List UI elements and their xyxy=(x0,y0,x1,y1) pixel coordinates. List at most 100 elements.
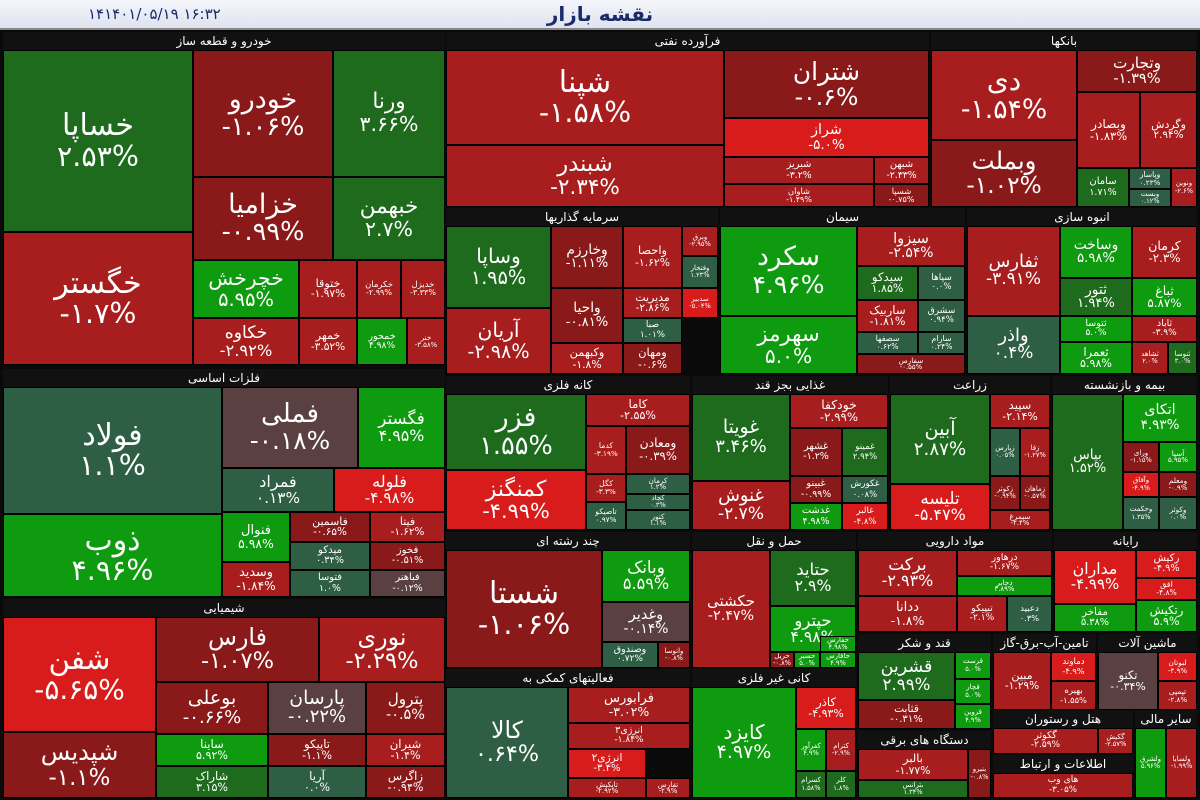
stock-tile[interactable]: خکاوه -۲.۹۲% xyxy=(193,318,299,365)
stock-tile[interactable]: پارسان -۰.۲۲% xyxy=(268,682,366,734)
stock-tile[interactable]: سپید -۲.۱۴% xyxy=(990,394,1050,428)
stock-tile[interactable]: حسیر ۵.۰% xyxy=(794,652,820,668)
stock-tile[interactable]: وغدیر -۰.۱۴% xyxy=(602,602,690,642)
stock-tile[interactable]: زپارس ۰.۰۵% xyxy=(990,428,1020,476)
stock-tile[interactable]: بوعلی -۰.۶۶% xyxy=(156,682,268,734)
stock-tile[interactable]: تاصیکو ۰.۹۷% xyxy=(586,502,626,530)
stock-tile[interactable]: کاما -۲.۵۵% xyxy=(586,394,690,426)
stock-tile[interactable]: شپدیس -۱.۱% xyxy=(3,732,156,798)
stock-tile[interactable]: ورنا ۳.۶۶% xyxy=(333,50,445,177)
stock-tile[interactable]: سامان ۱.۷۱% xyxy=(1077,168,1129,207)
stock-tile[interactable]: پترول -۰.۵% xyxy=(366,682,445,734)
stock-tile[interactable]: سیدکو ۱.۸۵% xyxy=(857,266,918,300)
stock-tile[interactable]: کلر ۱.۸% xyxy=(826,771,856,798)
stock-tile[interactable]: ومهان -۰.۶% xyxy=(623,343,682,374)
stock-tile[interactable]: انرژی۳ -۱.۸۴% xyxy=(568,723,690,749)
stock-tile[interactable]: فمراد ۰.۱۳% xyxy=(222,468,334,512)
stock-tile[interactable]: میدکو ۰.۳۴% xyxy=(290,542,370,570)
stock-tile[interactable]: ددانا -۱.۸% xyxy=(858,596,957,632)
stock-tile[interactable]: تفارس -۲.۹% xyxy=(646,778,690,798)
stock-tile[interactable]: زاگرس -۰.۹۴% xyxy=(366,766,445,798)
stock-tile[interactable]: بپاس ۱.۵۲% xyxy=(1052,394,1123,530)
stock-tile[interactable]: خودرو -۱.۰۶% xyxy=(193,50,333,177)
stock-tile[interactable]: شپنا -۱.۵۸% xyxy=(446,50,724,145)
stock-tile[interactable]: فلوله -۴.۹۸% xyxy=(334,468,445,512)
stock-tile[interactable]: دماوند -۴.۹% xyxy=(1051,652,1096,681)
stock-tile[interactable]: سفارس -۰.۵۵% xyxy=(857,354,965,374)
stock-tile[interactable]: شبهن -۲.۳۳% xyxy=(874,157,929,184)
stock-tile[interactable]: لبوتان -۴.۹% xyxy=(1158,652,1197,681)
stock-tile[interactable]: قرست ۵.۰% xyxy=(955,652,991,679)
stock-tile[interactable]: فولاد ۱.۱% xyxy=(3,387,222,514)
stock-tile[interactable]: ولسایا -۱.۹۹% xyxy=(1166,728,1197,798)
stock-tile[interactable]: ومعادن -۰.۳۹% xyxy=(626,426,690,474)
stock-tile[interactable]: مداران -۴.۹۹% xyxy=(1054,550,1136,604)
stock-tile[interactable]: وبانک ۵.۵۹% xyxy=(602,550,690,602)
stock-tile[interactable]: شفن -۵.۶۵% xyxy=(3,617,156,732)
stock-tile[interactable]: ذوب ۴.۹۶% xyxy=(3,514,222,597)
stock-tile[interactable]: خمحور ۴.۹۸% xyxy=(357,318,407,365)
stock-tile[interactable]: ومعلم -۰.۹% xyxy=(1159,472,1197,497)
stock-tile[interactable]: تاپیکو -۱.۱% xyxy=(268,734,366,766)
stock-tile[interactable]: تلیسه -۵.۴۷% xyxy=(890,484,990,530)
stock-tile[interactable]: کمنگنز -۴.۹۹% xyxy=(446,470,586,530)
stock-tile[interactable]: سهرمز ۵.۰% xyxy=(720,316,857,374)
stock-tile[interactable]: وصندوق ۰.۷۲% xyxy=(602,642,658,668)
stock-tile[interactable]: سیزوا -۲.۵۴% xyxy=(857,226,965,266)
stock-tile[interactable]: حفارس ۴.۹۸% xyxy=(820,636,856,652)
stock-tile[interactable]: ثشاهد ۲.۰% xyxy=(1132,342,1168,374)
stock-tile[interactable]: بترانس ۱.۳۴% xyxy=(858,780,968,798)
stock-tile[interactable]: غنوش -۲.۷% xyxy=(692,481,790,530)
stock-tile[interactable]: کاذر -۴.۹۳% xyxy=(796,687,856,729)
stock-tile[interactable]: قزوین ۴.۹% xyxy=(955,704,991,729)
stock-tile[interactable]: وبرق -۲.۹۵% xyxy=(682,226,718,256)
stock-tile[interactable]: خنر -۳.۵۸% xyxy=(407,318,445,365)
stock-tile[interactable]: وفتخار ۱.۲۳% xyxy=(682,256,718,288)
stock-tile[interactable]: سارام ۰.۲۴% xyxy=(918,332,965,354)
stock-tile[interactable]: ثتوسا ۵.۰% xyxy=(1060,316,1132,342)
stock-tile[interactable]: مفاخر ۵.۳۸% xyxy=(1054,604,1136,632)
stock-tile[interactable]: وتجارت -۱.۳۹% xyxy=(1077,50,1197,92)
stock-tile[interactable]: تپمپی -۲.۸% xyxy=(1158,681,1197,710)
stock-tile[interactable]: آریان -۲.۹۸% xyxy=(446,308,551,374)
stock-tile[interactable]: کنور ۱.۱% xyxy=(626,510,690,530)
stock-tile[interactable]: بهیره -۱.۵۵% xyxy=(1051,681,1096,710)
stock-tile[interactable]: فنوال ۵.۹۸% xyxy=(222,512,290,562)
stock-tile[interactable]: وگردش ۲.۹۴% xyxy=(1140,92,1197,168)
stock-tile[interactable]: واحیا -۰.۸۱% xyxy=(551,288,623,343)
stock-tile[interactable]: ثنوسا ۳.۰% xyxy=(1168,342,1197,374)
stock-tile[interactable]: غکورش ۰.۰۸% xyxy=(842,476,888,503)
stock-tile[interactable]: کالا ۰.۶۴% xyxy=(446,687,568,798)
stock-tile[interactable]: برکت -۲.۹۳% xyxy=(858,550,957,596)
stock-tile[interactable]: وبست ۰.۱۲% xyxy=(1129,189,1171,207)
stock-tile[interactable]: ثتور ۱.۹۴% xyxy=(1060,278,1132,316)
stock-tile[interactable]: آریا ۰.۰% xyxy=(268,766,366,798)
stock-tile[interactable]: شراز -۵.۰% xyxy=(724,118,929,157)
stock-tile[interactable]: شاراک ۳.۱۵% xyxy=(156,766,268,798)
stock-tile[interactable]: گکیش -۲.۵۷% xyxy=(1098,728,1133,754)
stock-tile[interactable]: درهاور -۱.۶۷% xyxy=(957,550,1052,576)
stock-tile[interactable]: افق -۴.۸% xyxy=(1136,578,1197,600)
stock-tile[interactable]: وبصادر -۱.۸۳% xyxy=(1077,92,1140,168)
stock-tile[interactable]: شستا -۱.۰۶% xyxy=(446,550,602,668)
stock-tile[interactable]: واحصا -۱.۶۲% xyxy=(623,226,682,288)
stock-tile[interactable]: تیپیکو -۲.۱% xyxy=(957,596,1007,632)
stock-tile[interactable]: کسرام ۱.۵۸% xyxy=(796,771,826,798)
stock-tile[interactable]: رکیش -۴.۹% xyxy=(1136,550,1197,578)
stock-tile[interactable]: سصفها ۰.۶۲% xyxy=(857,332,918,354)
stock-tile[interactable]: کچاد ۰.۳% xyxy=(626,494,690,510)
stock-tile[interactable]: آسیا ۵.۹۵% xyxy=(1159,442,1197,472)
stock-tile[interactable]: شبریز -۳.۲% xyxy=(724,157,874,184)
stock-tile[interactable]: دی -۱.۵۴% xyxy=(931,50,1077,140)
stock-tile[interactable]: گکوثر -۲.۵۹% xyxy=(993,728,1098,754)
stock-tile[interactable]: خمهر -۳.۵۲% xyxy=(299,318,357,365)
stock-tile[interactable]: وکوثر ۰.۰% xyxy=(1159,497,1197,530)
stock-tile[interactable]: قچار ۵.۰% xyxy=(955,679,991,704)
stock-tile[interactable]: کایزد ۴.۹۷% xyxy=(692,687,796,798)
stock-tile[interactable]: نوری -۲.۲۹% xyxy=(319,617,445,682)
stock-tile[interactable]: ختوقا -۱.۹۷% xyxy=(299,260,357,318)
stock-tile[interactable]: اتکای ۴.۹۳% xyxy=(1123,394,1197,442)
stock-tile[interactable]: زکوثر -۰.۹۴% xyxy=(990,476,1020,510)
stock-tile[interactable]: غشهر -۱.۲% xyxy=(790,428,842,476)
stock-tile[interactable]: وساپا ۱.۹۵% xyxy=(446,226,551,308)
